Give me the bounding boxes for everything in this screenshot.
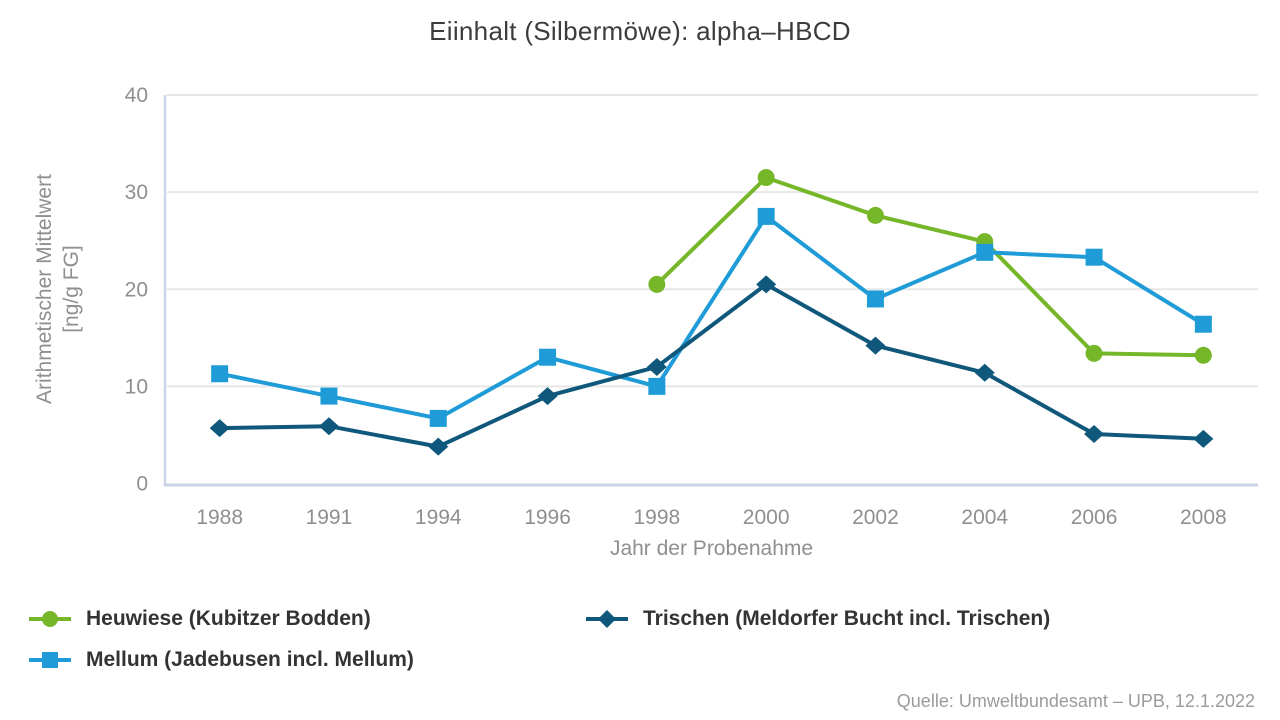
point-mellum-1996 — [539, 348, 557, 366]
heuwiese-circle-legend-icon — [29, 611, 71, 627]
point-heuwiese-2008 — [1194, 346, 1212, 364]
x-tick-label-2008: 2008 — [1180, 506, 1227, 529]
point-mellum-1991 — [320, 387, 338, 405]
point-trischen-1994 — [428, 437, 449, 456]
point-mellum-2006 — [1085, 248, 1103, 266]
x-tick-label-1994: 1994 — [415, 506, 462, 529]
mellum-square-legend-icon — [29, 652, 71, 668]
point-mellum-1988 — [211, 365, 229, 383]
legend-label-trischen: Trischen (Meldorfer Bucht incl. Trischen… — [643, 607, 1051, 630]
x-axis-title: Jahr der Probenahme — [609, 537, 814, 560]
series-line-trischen — [217, 282, 1206, 449]
y-tick-label-10: 10 — [125, 375, 148, 398]
point-mellum-2004 — [976, 243, 994, 261]
point-mellum-1998 — [648, 377, 666, 395]
series-line-mellum — [217, 214, 1206, 421]
point-mellum-2002 — [866, 290, 884, 308]
point-trischen-2008 — [1193, 429, 1214, 448]
point-trischen-2004 — [974, 363, 995, 382]
x-tick-label-1996: 1996 — [524, 506, 571, 529]
point-trischen-2006 — [1084, 424, 1105, 443]
plot-area: 0 10 20 30 40 1988 1991 1994 1996 1998 2000 2002 200… — [125, 84, 1258, 529]
point-trischen-1998 — [646, 357, 667, 376]
point-heuwiese-1998 — [648, 275, 666, 293]
x-tick-label-2000: 2000 — [743, 506, 790, 529]
chart-title: Eiinhalt (Silbermöwe): alpha–HBCD — [429, 16, 851, 46]
point-trischen-2000 — [756, 275, 777, 294]
x-tick-label-1998: 1998 — [633, 506, 680, 529]
point-heuwiese-2006 — [1085, 344, 1103, 362]
point-trischen-1996 — [537, 387, 558, 406]
point-heuwiese-2002 — [866, 206, 884, 224]
x-tick-label-2006: 2006 — [1071, 506, 1118, 529]
x-tick-label-2002: 2002 — [852, 506, 899, 529]
source-note: Quelle: Umweltbundesamt – UPB, 12.1.2022 — [896, 691, 1255, 711]
x-tick-label-1988: 1988 — [196, 506, 243, 529]
y-tick-label-0: 0 — [136, 473, 148, 496]
legend-item-heuwiese[interactable]: Heuwiese (Kubitzer Bodden) — [28, 607, 371, 631]
series-line-heuwiese — [654, 175, 1206, 358]
legend-label-heuwiese: Heuwiese (Kubitzer Bodden) — [86, 607, 371, 630]
point-trischen-1991 — [318, 417, 339, 436]
legend-label-mellum: Mellum (Jadebusen incl. Mellum) — [86, 648, 414, 671]
point-trischen-1988 — [209, 419, 230, 438]
point-mellum-1994 — [429, 409, 447, 427]
point-mellum-2000 — [757, 207, 775, 225]
point-trischen-2002 — [865, 336, 886, 355]
legend-item-mellum[interactable]: Mellum (Jadebusen incl. Mellum) — [28, 648, 414, 672]
y-tick-label-30: 30 — [125, 181, 148, 204]
trischen-diamond-legend-icon — [586, 610, 628, 628]
y-tick-label-20: 20 — [125, 278, 148, 301]
legend-item-trischen[interactable]: Trischen (Meldorfer Bucht incl. Trischen… — [585, 607, 1050, 631]
point-heuwiese-2000 — [757, 169, 775, 187]
x-tick-label-1991: 1991 — [306, 506, 353, 529]
point-mellum-2008 — [1194, 315, 1212, 333]
y-tick-label-40: 40 — [125, 84, 148, 107]
x-tick-label-2004: 2004 — [961, 506, 1008, 529]
